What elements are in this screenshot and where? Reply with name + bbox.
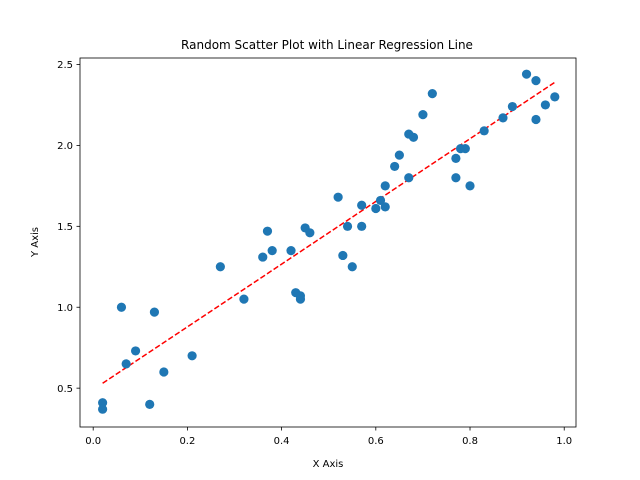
regression-layer: [102, 81, 556, 384]
scatter-point: [540, 100, 550, 110]
scatter-point: [145, 399, 155, 409]
scatter-point: [460, 144, 470, 154]
scatter-point: [390, 161, 400, 172]
scatter-point: [130, 346, 141, 356]
scatter-point: [550, 92, 560, 102]
scatter-point: [159, 367, 169, 377]
scatter-point: [338, 250, 348, 261]
y-tick-label: 2.0: [57, 141, 73, 152]
scatter-point: [498, 113, 508, 123]
scatter-point: [531, 76, 541, 86]
scatter-point: [305, 228, 315, 238]
scatter-point: [215, 262, 225, 272]
scatter-point: [347, 262, 357, 272]
scatter-point: [404, 173, 414, 183]
scatter-point: [451, 153, 461, 163]
plot-area: [80, 58, 576, 427]
x-tick-label: 0.2: [179, 436, 195, 447]
scatter-point: [380, 202, 390, 212]
scatter-point: [98, 404, 108, 414]
regression-line: [102, 81, 556, 384]
x-tick-label: 1.0: [556, 436, 572, 447]
scatter-point: [507, 101, 518, 112]
y-tick-label: 1.0: [57, 303, 73, 314]
scatter-point: [98, 398, 108, 408]
x-tick-label: 0.4: [274, 436, 290, 447]
scatter-point: [465, 181, 475, 191]
x-tick-label: 0.6: [368, 436, 384, 447]
y-tick-label: 1.5: [57, 222, 73, 233]
scatter-point: [451, 173, 461, 183]
scatter-point: [357, 200, 367, 210]
chart-title: Random Scatter Plot with Linear Regressi…: [181, 38, 473, 52]
scatter-point: [121, 359, 131, 369]
scatter-point: [239, 294, 249, 304]
x-axis-ticks: 0.0 0.2 0.4 0.6 0.8 1.0: [85, 427, 572, 447]
scatter-point: [380, 181, 390, 191]
scatter-point: [394, 150, 404, 160]
scatter-point: [408, 132, 419, 142]
scatter-point: [187, 351, 197, 361]
scatter-point: [295, 294, 306, 304]
scatter-point: [371, 203, 381, 214]
scatter-point: [342, 221, 353, 231]
scatter-point: [149, 307, 160, 317]
scatter-point: [267, 245, 277, 256]
y-axis-ticks: 0.5 1.0 1.5 2.0 2.5: [57, 60, 80, 395]
axes-frame: [79, 57, 577, 428]
y-tick-label: 2.5: [57, 60, 73, 71]
x-tick-label: 0.8: [462, 436, 478, 447]
scatter-point: [262, 226, 273, 236]
x-axis-label: X Axis: [313, 459, 344, 470]
scatter-point: [531, 114, 541, 125]
scatter-point: [521, 69, 532, 79]
scatter-point: [375, 195, 386, 206]
scatter-point: [333, 192, 343, 202]
scatter-point: [258, 252, 268, 262]
scatter-point: [479, 126, 489, 136]
y-tick-label: 0.5: [57, 384, 73, 395]
scatter-point: [427, 89, 437, 99]
scatter-point: [418, 110, 428, 120]
scatter-point: [357, 221, 367, 231]
scatter-point: [286, 245, 296, 256]
x-tick-label: 0.0: [85, 436, 101, 447]
points-layer: [98, 69, 560, 414]
scatter-point: [116, 302, 127, 312]
y-axis-label: Y Axis: [30, 227, 41, 258]
